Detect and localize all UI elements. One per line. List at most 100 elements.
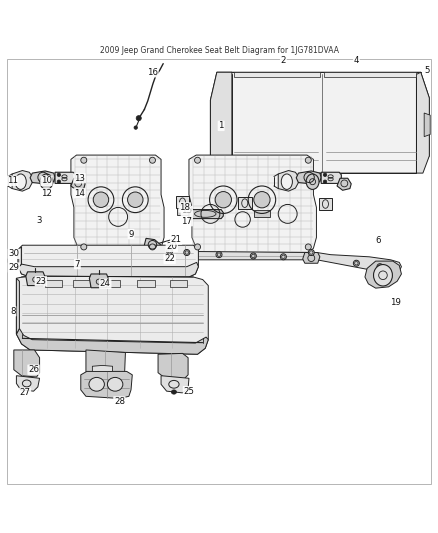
Text: 28: 28 xyxy=(114,397,125,406)
Polygon shape xyxy=(55,172,75,183)
Text: 27: 27 xyxy=(19,389,31,398)
Ellipse shape xyxy=(308,249,314,255)
Polygon shape xyxy=(26,272,45,286)
Polygon shape xyxy=(303,253,320,263)
Text: 30: 30 xyxy=(8,249,19,259)
Polygon shape xyxy=(16,278,19,334)
Polygon shape xyxy=(18,247,21,268)
Ellipse shape xyxy=(166,248,173,254)
Polygon shape xyxy=(103,280,120,287)
Text: 15: 15 xyxy=(181,206,192,215)
Ellipse shape xyxy=(40,174,53,189)
Ellipse shape xyxy=(374,264,392,286)
Polygon shape xyxy=(157,248,170,256)
Ellipse shape xyxy=(323,180,327,183)
Polygon shape xyxy=(189,209,223,219)
Polygon shape xyxy=(18,262,198,277)
Polygon shape xyxy=(238,197,251,209)
Polygon shape xyxy=(177,208,192,215)
Polygon shape xyxy=(324,72,416,77)
Ellipse shape xyxy=(134,126,138,130)
Polygon shape xyxy=(234,72,320,77)
Text: 24: 24 xyxy=(100,279,111,288)
Ellipse shape xyxy=(215,191,231,208)
Polygon shape xyxy=(16,276,208,354)
Polygon shape xyxy=(12,171,32,191)
Ellipse shape xyxy=(305,157,311,163)
Polygon shape xyxy=(278,171,298,191)
Ellipse shape xyxy=(57,173,60,176)
Text: 2009 Jeep Grand Cherokee Seat Belt Diagram for 1JG781DVAA: 2009 Jeep Grand Cherokee Seat Belt Diagr… xyxy=(99,46,339,55)
Polygon shape xyxy=(71,178,85,190)
Text: 19: 19 xyxy=(389,298,400,307)
Ellipse shape xyxy=(81,157,87,163)
Ellipse shape xyxy=(254,191,270,208)
Text: 14: 14 xyxy=(74,189,85,198)
Text: 3: 3 xyxy=(36,216,42,225)
Polygon shape xyxy=(210,72,232,173)
Polygon shape xyxy=(45,280,62,287)
Polygon shape xyxy=(296,171,321,184)
Polygon shape xyxy=(254,211,270,217)
Polygon shape xyxy=(417,72,429,173)
Ellipse shape xyxy=(93,192,109,207)
Text: 1: 1 xyxy=(219,122,224,131)
Text: 8: 8 xyxy=(10,307,16,316)
Polygon shape xyxy=(71,155,164,253)
Polygon shape xyxy=(30,171,55,184)
Polygon shape xyxy=(138,280,155,287)
Ellipse shape xyxy=(251,253,256,259)
Ellipse shape xyxy=(57,180,60,183)
Ellipse shape xyxy=(323,173,327,176)
Text: 9: 9 xyxy=(128,230,134,239)
Text: 25: 25 xyxy=(184,386,194,395)
Polygon shape xyxy=(92,366,113,372)
Polygon shape xyxy=(321,172,341,183)
Ellipse shape xyxy=(184,249,190,255)
Text: 10: 10 xyxy=(41,176,52,185)
Text: 16: 16 xyxy=(147,68,158,77)
Ellipse shape xyxy=(107,377,123,391)
Text: 5: 5 xyxy=(424,66,430,75)
Ellipse shape xyxy=(377,264,383,270)
Ellipse shape xyxy=(280,254,286,260)
Polygon shape xyxy=(170,280,187,287)
Text: 22: 22 xyxy=(164,254,175,263)
Ellipse shape xyxy=(305,244,311,250)
Polygon shape xyxy=(158,353,188,379)
Polygon shape xyxy=(89,274,108,288)
Polygon shape xyxy=(337,178,351,190)
Text: 26: 26 xyxy=(28,365,39,374)
Polygon shape xyxy=(365,261,401,288)
Ellipse shape xyxy=(353,260,359,266)
Polygon shape xyxy=(14,350,39,377)
Polygon shape xyxy=(81,372,132,399)
Ellipse shape xyxy=(149,244,155,250)
Ellipse shape xyxy=(171,390,177,394)
Ellipse shape xyxy=(89,377,104,391)
Text: 20: 20 xyxy=(166,243,177,252)
Polygon shape xyxy=(210,72,429,173)
Text: 17: 17 xyxy=(181,217,192,225)
Polygon shape xyxy=(424,113,430,136)
Polygon shape xyxy=(86,350,125,378)
Polygon shape xyxy=(144,238,161,253)
Polygon shape xyxy=(161,251,178,262)
Ellipse shape xyxy=(216,252,222,257)
Text: 4: 4 xyxy=(353,56,359,65)
Ellipse shape xyxy=(81,244,87,250)
Polygon shape xyxy=(16,328,208,354)
Ellipse shape xyxy=(136,116,141,121)
Ellipse shape xyxy=(194,157,201,163)
Text: 23: 23 xyxy=(35,277,46,286)
Ellipse shape xyxy=(15,174,26,189)
Polygon shape xyxy=(318,198,332,210)
Ellipse shape xyxy=(127,192,143,207)
Text: 7: 7 xyxy=(74,260,80,269)
Text: 18: 18 xyxy=(179,203,190,212)
Polygon shape xyxy=(16,376,39,391)
Ellipse shape xyxy=(149,157,155,163)
Polygon shape xyxy=(161,376,189,393)
Ellipse shape xyxy=(281,174,293,189)
Text: 21: 21 xyxy=(170,235,182,244)
